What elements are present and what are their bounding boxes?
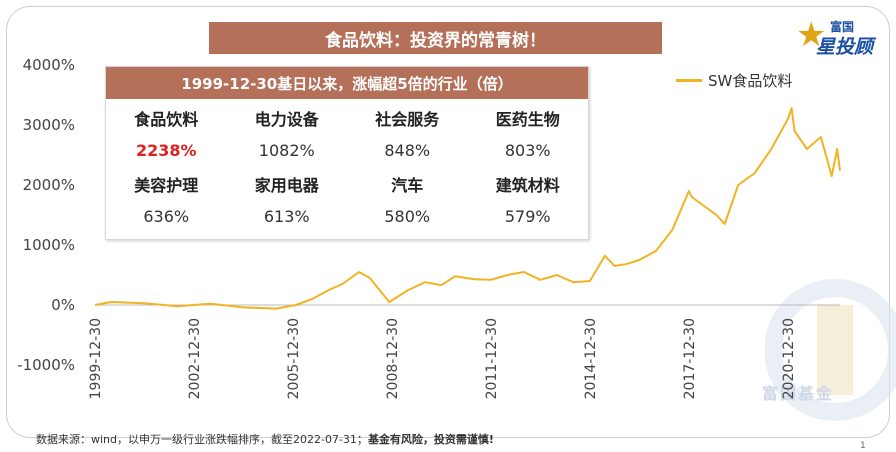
star-icon: ★ xyxy=(796,15,827,55)
industry-name: 社会服务 xyxy=(375,109,440,129)
industry-name: 家用电器 xyxy=(254,175,319,195)
industry-name: 汽车 xyxy=(391,175,424,195)
y-tick-label: 0% xyxy=(51,296,75,314)
industry-gain: 613% xyxy=(263,207,310,226)
x-tick-label: 2017-12-30 xyxy=(682,318,698,399)
legend: SW食品饮料 xyxy=(676,70,792,91)
x-tick-label: 2002-12-30 xyxy=(187,318,203,399)
x-tick-label: 2008-12-30 xyxy=(385,318,401,399)
fuguo-watermark-icon xyxy=(765,279,896,421)
watermark-text: 富国基金 xyxy=(762,384,835,403)
y-tick-label: -1000% xyxy=(17,356,75,374)
industry-name: 医药生物 xyxy=(495,109,560,129)
industry-gain-table: 1999-12-30基日以来，涨幅超5倍的行业（倍） 食品饮料 电力设备 社会服… xyxy=(105,66,589,240)
industry-gain: 1082% xyxy=(258,141,315,160)
industry-name: 电力设备 xyxy=(254,109,319,129)
table-grid: 食品饮料 电力设备 社会服务 医药生物 2238% 1082% 848% 803… xyxy=(106,101,588,233)
x-tick-label: 2014-12-30 xyxy=(583,318,599,399)
y-tick-label: 3000% xyxy=(23,116,75,134)
x-tick-label: 2011-12-30 xyxy=(484,318,500,399)
logo-text-line2: 星投顾 xyxy=(816,36,874,58)
y-tick-label: 1000% xyxy=(23,236,75,254)
x-tick-label: 2020-12-30 xyxy=(781,318,797,399)
footer-risk-warning: 基金有风险，投资需谨慎! xyxy=(367,433,494,446)
x-tick-label: 1999-12-30 xyxy=(88,318,104,399)
legend-swatch xyxy=(676,79,702,82)
industry-gain: 636% xyxy=(143,207,190,226)
y-axis: 4000% 3000% 2000% 1000% 0% -1000% xyxy=(17,56,75,374)
x-axis: 1999-12-30 2002-12-30 2005-12-30 2008-12-30… xyxy=(88,318,797,399)
legend-label: SW食品饮料 xyxy=(708,72,793,90)
y-tick-label: 2000% xyxy=(23,176,75,194)
industry-name: 建筑材料 xyxy=(495,175,560,195)
x-tick-label: 2005-12-30 xyxy=(286,318,302,399)
industry-gain: 580% xyxy=(384,207,431,226)
footer-source: 数据来源：wind，以申万一级行业涨跌幅排序，截至2022-07-31； xyxy=(36,433,368,446)
industry-gain-highlight: 2238% xyxy=(135,141,197,160)
industry-gain: 803% xyxy=(504,141,551,160)
logo-text-line1: 富国 xyxy=(830,20,855,34)
page-title: 食品饮料：投资界的常青树！ xyxy=(209,22,662,54)
series-layer xyxy=(94,107,841,310)
fuguo-star-logo: ★ 富国 星投顾 xyxy=(796,15,876,58)
series-line xyxy=(94,107,841,310)
industry-gain: 579% xyxy=(504,207,551,226)
industry-gain: 848% xyxy=(384,141,431,160)
y-tick-label: 4000% xyxy=(23,56,75,74)
table-header: 1999-12-30基日以来，涨幅超5倍的行业（倍） xyxy=(106,67,588,99)
industry-name: 食品饮料 xyxy=(134,109,199,129)
footer-note: 数据来源：wind，以申万一级行业涨跌幅排序，截至2022-07-31；基金有风… xyxy=(36,431,494,447)
industry-name: 美容护理 xyxy=(134,175,199,195)
page-number: 1 xyxy=(860,441,866,451)
